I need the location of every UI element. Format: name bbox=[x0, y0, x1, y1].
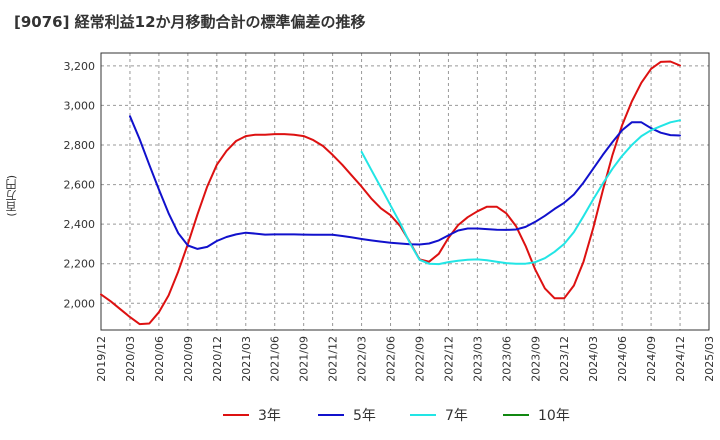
x-tick-label: 2021/03 bbox=[240, 336, 253, 382]
x-tick-label: 2024/06 bbox=[616, 336, 629, 382]
series-lines bbox=[100, 60, 681, 326]
legend-swatch bbox=[318, 414, 344, 416]
chart-title: [9076] 経常利益12か月移動合計の標準偏差の推移 bbox=[14, 13, 366, 31]
y-tick-label: 2,000 bbox=[64, 297, 96, 310]
series-line-5年 bbox=[129, 115, 681, 250]
x-tick-label: 2022/12 bbox=[442, 336, 455, 382]
y-axis-ticks: 2,000 2,200 2,400 2,600 2,800 3,000 3,200 bbox=[64, 60, 96, 310]
x-tick-label: 2021/12 bbox=[327, 336, 340, 382]
x-tick-label: 2023/03 bbox=[471, 336, 484, 382]
x-tick-label: 2019/12 bbox=[95, 336, 108, 382]
legend-label: 3年 bbox=[258, 408, 281, 424]
x-tick-label: 2024/03 bbox=[587, 336, 600, 382]
series-line-7年 bbox=[360, 119, 681, 266]
y-tick-label: 3,200 bbox=[64, 60, 96, 73]
x-tick-label: 2025/03 bbox=[703, 336, 716, 382]
x-tick-label: 2022/09 bbox=[413, 336, 426, 382]
legend-label: 5年 bbox=[353, 408, 376, 424]
grid bbox=[100, 53, 710, 330]
legend-swatch bbox=[410, 414, 436, 416]
y-tick-label: 3,000 bbox=[64, 99, 96, 112]
legend: 3年 5年 7年 10年 bbox=[0, 404, 720, 426]
legend-item: 7年 bbox=[410, 404, 468, 426]
y-tick-label: 2,400 bbox=[64, 218, 96, 231]
x-tick-label: 2022/03 bbox=[356, 336, 369, 382]
x-axis-ticks: 2019/12 2020/03 2020/06 2020/09 2020/12 2021/… bbox=[95, 336, 716, 382]
y-tick-label: 2,800 bbox=[64, 139, 96, 152]
legend-label: 10年 bbox=[538, 408, 570, 424]
legend-label: 7年 bbox=[445, 408, 468, 424]
y-tick-label: 2,200 bbox=[64, 258, 96, 271]
legend-swatch bbox=[223, 414, 249, 416]
x-tick-label: 2021/09 bbox=[298, 336, 311, 382]
series-line-3年 bbox=[100, 60, 681, 326]
x-tick-label: 2020/06 bbox=[153, 336, 166, 382]
legend-item: 3年 bbox=[223, 404, 281, 426]
x-tick-label: 2020/09 bbox=[182, 336, 195, 382]
legend-swatch bbox=[503, 414, 529, 416]
x-tick-label: 2023/06 bbox=[500, 336, 513, 382]
plot-area-border bbox=[100, 52, 710, 331]
x-tick-label: 2022/06 bbox=[385, 336, 398, 382]
x-tick-label: 2023/12 bbox=[558, 336, 571, 382]
x-tick-label: 2024/12 bbox=[674, 336, 687, 382]
y-tick-label: 2,600 bbox=[64, 179, 96, 192]
legend-item: 5年 bbox=[318, 404, 376, 426]
x-tick-label: 2020/03 bbox=[124, 336, 137, 382]
x-tick-label: 2024/09 bbox=[645, 336, 658, 382]
x-tick-label: 2021/06 bbox=[269, 336, 282, 382]
legend-item: 10年 bbox=[503, 404, 570, 426]
x-tick-label: 2020/12 bbox=[211, 336, 224, 382]
x-tick-label: 2023/09 bbox=[529, 336, 542, 382]
